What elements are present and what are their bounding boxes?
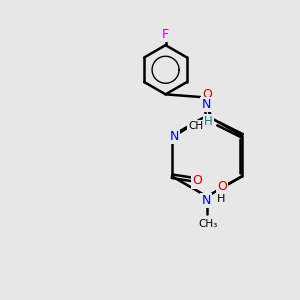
Text: CH₃: CH₃ [198, 219, 217, 229]
Text: H: H [217, 194, 225, 204]
Text: CH₃: CH₃ [188, 121, 208, 131]
Text: F: F [162, 28, 169, 40]
Text: O: O [217, 180, 227, 193]
Text: N: N [201, 98, 211, 111]
Text: O: O [192, 174, 202, 187]
Text: N: N [169, 130, 179, 143]
Text: O: O [202, 88, 212, 101]
Text: H: H [204, 115, 213, 128]
Text: N: N [202, 194, 211, 207]
